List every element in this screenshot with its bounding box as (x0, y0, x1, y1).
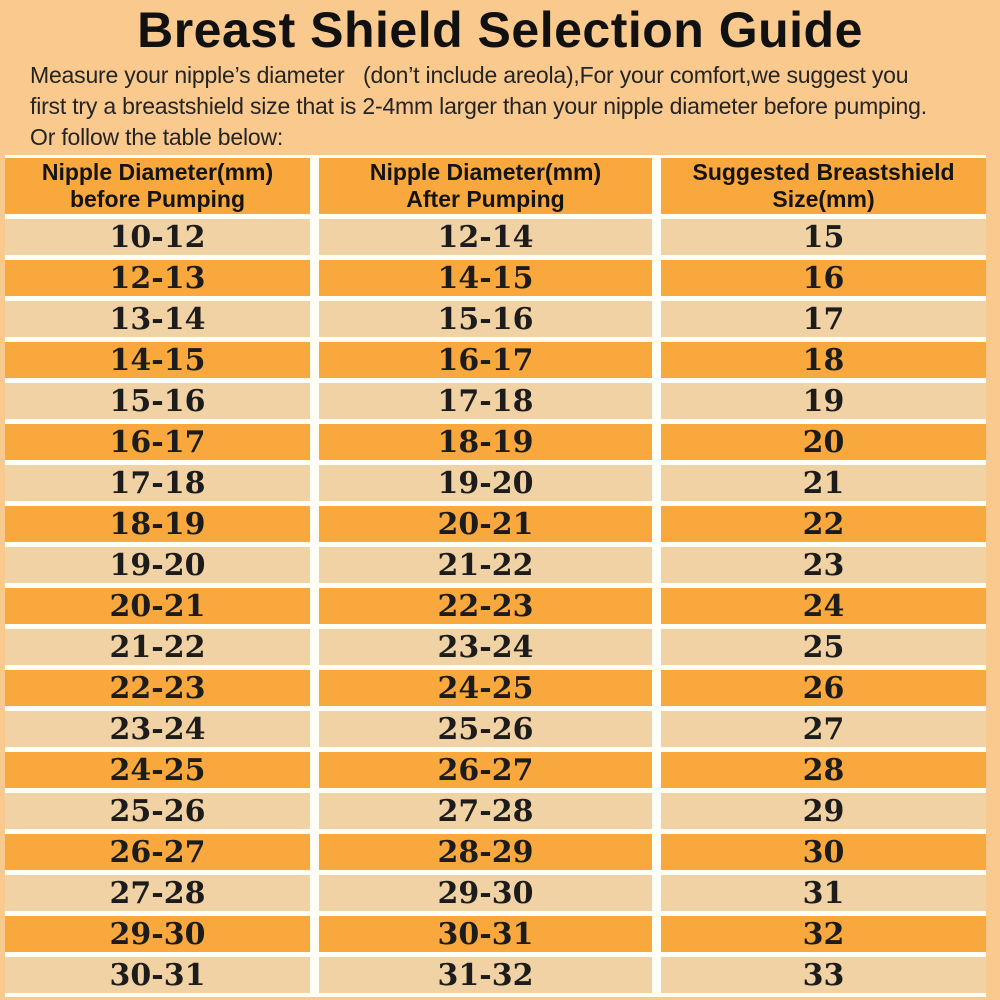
table-cell: 31 (661, 875, 986, 911)
table-cell: 25 (661, 629, 986, 665)
table-cell: 29-30 (5, 916, 310, 952)
table-cell: 18 (661, 342, 986, 378)
table-cell: 20-21 (5, 588, 310, 624)
table-cell: 21-22 (5, 629, 310, 665)
table-cell: 23-24 (5, 711, 310, 747)
table-cell: 23 (661, 547, 986, 583)
column-header-line: Suggested Breastshield (692, 159, 955, 185)
table-cell: 25-26 (319, 711, 652, 747)
table-cell: 26 (661, 670, 986, 706)
table-cell: 10-12 (5, 219, 310, 255)
table-cell: 15 (661, 219, 986, 255)
table-cell: 27-28 (5, 875, 310, 911)
table-cell: 26-27 (5, 834, 310, 870)
table-cell: 19-20 (5, 547, 310, 583)
table-cell: 22 (661, 506, 986, 542)
table-cell: 15-16 (5, 383, 310, 419)
column-header-suggested-size: Suggested Breastshield Size(mm) (661, 158, 986, 214)
table-cell: 24-25 (319, 670, 652, 706)
table-cell: 18-19 (5, 506, 310, 542)
column-header-before-pumping: Nipple Diameter(mm) before Pumping (5, 158, 310, 214)
table-cell: 24 (661, 588, 986, 624)
table-cell: 21-22 (319, 547, 652, 583)
table-cell: 25-26 (5, 793, 310, 829)
table-cell: 22-23 (319, 588, 652, 624)
table-cell: 30-31 (5, 957, 310, 993)
table-cell: 15-16 (319, 301, 652, 337)
size-table: Nipple Diameter(mm) before Pumping Nippl… (5, 155, 986, 997)
column-header-after-pumping: Nipple Diameter(mm) After Pumping (319, 158, 652, 214)
table-cell: 17-18 (319, 383, 652, 419)
table-cell: 17-18 (5, 465, 310, 501)
table-cell: 13-14 (5, 301, 310, 337)
table-cell: 28 (661, 752, 986, 788)
table-cell: 16-17 (5, 424, 310, 460)
table-cell: 27 (661, 711, 986, 747)
table-cell: 24-25 (5, 752, 310, 788)
column-header-line: Nipple Diameter(mm) (369, 159, 602, 185)
table-cell: 33 (661, 957, 986, 993)
table-cell: 14-15 (5, 342, 310, 378)
table-cell: 16 (661, 260, 986, 296)
table-cell: 28-29 (319, 834, 652, 870)
intro-line: first try a breastshield size that is 2-… (30, 93, 927, 119)
table-cell: 31-32 (319, 957, 652, 993)
table-cell: 27-28 (319, 793, 652, 829)
table-cell: 30-31 (319, 916, 652, 952)
table-cell: 12-13 (5, 260, 310, 296)
table-cell: 26-27 (319, 752, 652, 788)
column-header-line: before Pumping (69, 186, 246, 212)
page-title: Breast Shield Selection Guide (137, 2, 863, 58)
column-header-line: Nipple Diameter(mm) (41, 159, 274, 185)
table-cell: 30 (661, 834, 986, 870)
table-cell: 21 (661, 465, 986, 501)
intro-line: Measure your nipple’s diameter (don’t in… (30, 62, 909, 88)
intro-line: Or follow the table below: (30, 124, 284, 150)
column-header-line: Size(mm) (772, 186, 875, 212)
table-cell: 12-14 (319, 219, 652, 255)
table-cell: 23-24 (319, 629, 652, 665)
table-cell: 29 (661, 793, 986, 829)
table-cell: 18-19 (319, 424, 652, 460)
table-cell: 29-30 (319, 875, 652, 911)
table-cell: 20 (661, 424, 986, 460)
table-cell: 19-20 (319, 465, 652, 501)
page-header: Breast Shield Selection Guide Measure yo… (0, 0, 1000, 155)
table-cell: 19 (661, 383, 986, 419)
table-cell: 20-21 (319, 506, 652, 542)
table-cell: 16-17 (319, 342, 652, 378)
column-header-line: After Pumping (406, 186, 565, 212)
table-cell: 14-15 (319, 260, 652, 296)
intro-text: Measure your nipple’s diameter (don’t in… (0, 60, 1000, 153)
table-cell: 22-23 (5, 670, 310, 706)
table-cell: 32 (661, 916, 986, 952)
table-cell: 17 (661, 301, 986, 337)
